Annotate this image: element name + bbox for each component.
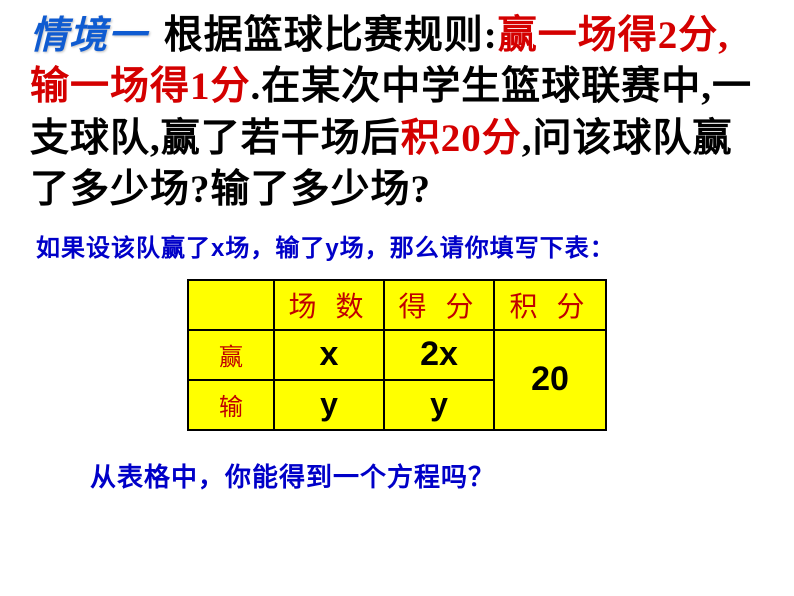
header-blank [188,280,274,330]
main-paragraph: 情境一 根据篮球比赛规则:赢一场得2分,输一场得1分.在某次中学生篮球联赛中,一… [30,10,764,216]
instr-mid: 场，输了 [225,236,325,262]
header-games: 场 数 [274,280,384,330]
bottom-question: 从表格中，你能得到一个方程吗？ [90,457,764,494]
instr-suffix: 场，那么请你填写下表： [340,236,615,262]
header-total: 积 分 [494,280,606,330]
cell-lose-points: y [384,380,494,430]
row-label-win: 赢 [188,330,274,380]
scenario-label: 情境一 [30,11,147,61]
instr-y: y [325,235,339,262]
para-seg-1: 根据篮球比赛规则: [153,14,498,57]
header-points: 得 分 [384,280,494,330]
cell-win-points: 2x [384,330,494,380]
table-row-win: 赢 x 2x 20 [188,330,606,380]
instr-prefix: 如果设该队赢了 [36,236,211,262]
cell-total: 20 [494,330,606,430]
para-seg-4-red: 积20分 [401,117,522,160]
sub-instruction: 如果设该队赢了x场，输了y场，那么请你填写下表： [36,228,764,263]
cell-win-games: x [274,330,384,380]
table-header-row: 场 数 得 分 积 分 [188,280,606,330]
table-container: 场 数 得 分 积 分 赢 x 2x 20 输 y y [30,279,764,431]
cell-lose-games: y [274,380,384,430]
instr-x: x [211,235,225,262]
row-label-lose: 输 [188,380,274,430]
score-table: 场 数 得 分 积 分 赢 x 2x 20 输 y y [187,279,607,431]
